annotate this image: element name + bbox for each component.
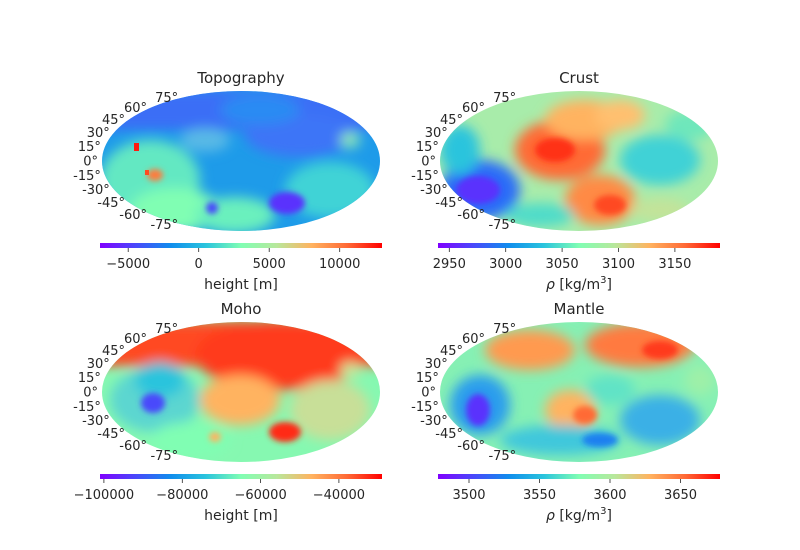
latitude-tick-label: 0°	[83, 155, 98, 170]
latitude-tick-label: -30°	[82, 414, 110, 429]
latitude-tick-label: 75°	[493, 322, 516, 337]
colorbar	[100, 243, 382, 248]
latitude-tick-label: 45°	[102, 113, 125, 128]
latitude-tick-label: -60°	[457, 439, 485, 454]
latitude-tick-label: 60°	[462, 101, 485, 116]
latitude-tick-label: -75°	[488, 449, 516, 464]
latitude-tick-label: -45°	[435, 196, 463, 211]
moho-map	[102, 322, 380, 462]
latitude-tick-label: 30°	[87, 126, 110, 141]
latitude-tick-label: -60°	[457, 208, 485, 223]
colorbar	[100, 474, 382, 479]
chart-title: Moho	[221, 300, 262, 318]
latitude-tick-label: 75°	[155, 322, 178, 337]
colorbar-tick-label: 3650	[664, 488, 697, 503]
colorbars: −5000 0 5000 10000 height [m] 2950 3000 3050 310…	[74, 243, 720, 524]
latitude-tick-label: -15°	[411, 169, 439, 184]
latitude-tick-label: -45°	[435, 427, 463, 442]
colorbar	[438, 243, 720, 248]
latitude-tick-label: 0°	[83, 386, 98, 401]
latitude-tick-label: 75°	[493, 91, 516, 106]
colorbar-label: height [m]	[204, 277, 278, 293]
chart-title: Mantle	[554, 300, 605, 318]
colorbar-tick-label: −5000	[106, 257, 150, 272]
latitude-tick-label: -30°	[420, 414, 448, 429]
latitude-tick-label: -15°	[411, 400, 439, 415]
latitude-labels: 75°60°45°30°15°0°-15°-30°-45°-60°-75°75°…	[73, 91, 516, 464]
colorbar-tick-label: −60000	[234, 488, 286, 503]
latitude-tick-label: -75°	[488, 218, 516, 233]
colorbar-tick-label: −40000	[313, 488, 365, 503]
latitude-tick-label: 30°	[425, 357, 448, 372]
latitude-tick-label: 75°	[155, 91, 178, 106]
latitude-tick-label: 45°	[440, 344, 463, 359]
colorbar-tick-label: 3550	[523, 488, 556, 503]
colorbar-label: ρ [kg/m3]	[546, 275, 612, 293]
colorbar-tick-label: 3500	[452, 488, 485, 503]
latitude-tick-label: 60°	[124, 101, 147, 116]
latitude-tick-label: -60°	[119, 208, 147, 223]
latitude-tick-label: 15°	[78, 371, 101, 386]
colorbar-tick-label: 0	[195, 257, 203, 272]
latitude-tick-label: 15°	[416, 140, 439, 155]
colorbar-tick-label: 3100	[602, 257, 635, 272]
latitude-tick-label: 15°	[416, 371, 439, 386]
latitude-tick-label: 45°	[440, 113, 463, 128]
latitude-tick-label: 15°	[78, 140, 101, 155]
colorbar-tick-label: 3150	[658, 257, 691, 272]
latitude-tick-label: -15°	[73, 400, 101, 415]
colorbar	[438, 474, 720, 479]
chart-title: Crust	[559, 69, 599, 87]
colorbar-tick-label: 3000	[489, 257, 522, 272]
colorbar-tick-label: 10000	[319, 257, 360, 272]
latitude-tick-label: -15°	[73, 169, 101, 184]
latitude-tick-label: 30°	[425, 126, 448, 141]
colorbar-tick-label: 3050	[546, 257, 579, 272]
latitude-tick-label: -75°	[150, 218, 178, 233]
latitude-tick-label: 60°	[124, 332, 147, 347]
colorbar-tick-label: 3600	[593, 488, 626, 503]
latitude-tick-label: -30°	[82, 183, 110, 198]
mantle-map	[440, 322, 718, 462]
latitude-tick-label: 45°	[102, 344, 125, 359]
latitude-tick-label: 30°	[87, 357, 110, 372]
latitude-tick-label: 0°	[421, 386, 436, 401]
colorbar-tick-label: −80000	[156, 488, 208, 503]
latitude-tick-label: 60°	[462, 332, 485, 347]
chart-title: Topography	[196, 69, 284, 87]
latitude-tick-label: -45°	[97, 196, 125, 211]
colorbar-tick-label: −100000	[74, 488, 135, 503]
colorbar-label: height [m]	[204, 508, 278, 524]
latitude-tick-label: -45°	[97, 427, 125, 442]
latitude-tick-label: -30°	[420, 183, 448, 198]
colorbar-label: ρ [kg/m3]	[546, 506, 612, 524]
latitude-tick-label: 0°	[421, 155, 436, 170]
latitude-tick-label: -75°	[150, 449, 178, 464]
colorbar-tick-label: 5000	[253, 257, 286, 272]
latitude-tick-label: -60°	[119, 439, 147, 454]
colorbar-tick-label: 2950	[433, 257, 466, 272]
